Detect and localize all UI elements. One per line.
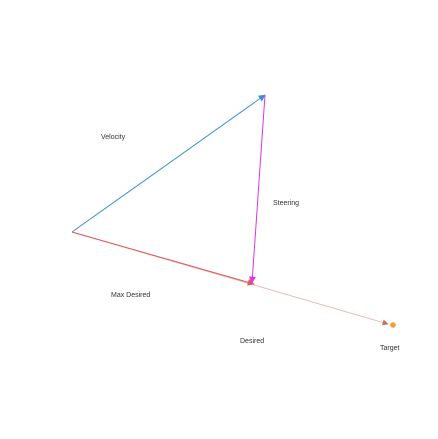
max-desired-label: Max Desired bbox=[111, 292, 150, 299]
target-label: Target bbox=[380, 345, 400, 352]
velocity-vector bbox=[71, 94, 266, 233]
steering-label: Steering bbox=[273, 200, 299, 207]
steering-vector bbox=[248, 94, 266, 284]
desired-label: Desired bbox=[240, 338, 264, 345]
target-point bbox=[390, 322, 396, 328]
max-desired-vector bbox=[71, 231, 255, 286]
velocity-label: Velocity bbox=[101, 134, 126, 141]
